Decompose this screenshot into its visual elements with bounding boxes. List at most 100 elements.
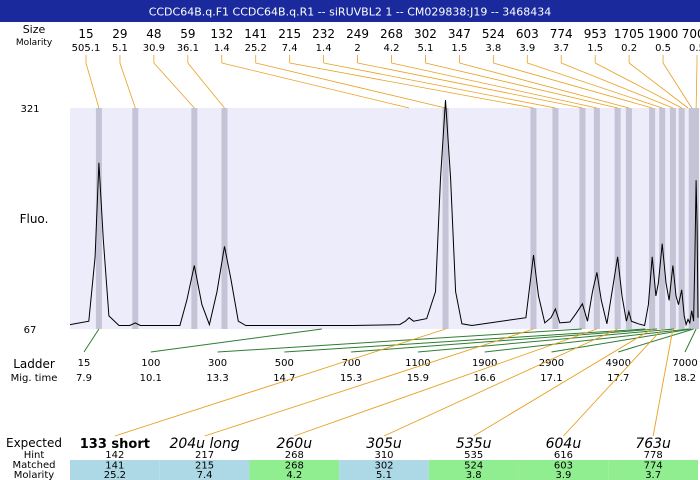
peak-guide-line	[357, 62, 583, 109]
ladder-markers: 15 7.9 100 10.1 300 13.3 500 14.7 700 15.3 1100 15.…	[76, 328, 698, 384]
matched-molarity-value: 4.2	[286, 470, 302, 480]
matched-value: 774	[644, 461, 663, 472]
matched-cell	[518, 460, 609, 480]
matched-cell	[249, 460, 340, 480]
hint-value: 268	[285, 450, 304, 461]
plot-area	[70, 108, 698, 329]
peak-size-label: 347	[448, 27, 471, 41]
peak-molarity-label: 5.1	[112, 43, 128, 54]
matched-value: 268	[285, 461, 304, 472]
matched-value: 302	[374, 461, 393, 472]
peak-band	[221, 108, 228, 329]
matched-value: 141	[105, 461, 124, 472]
peak-molarity-label: 4.2	[384, 43, 400, 54]
peak-guide-line	[187, 62, 225, 109]
peak-molarity-label: 25.2	[245, 43, 267, 54]
ladder-size-label: 100	[141, 358, 160, 369]
peak-size-label: 302	[414, 27, 437, 41]
matched-molarity-value: 5.1	[376, 470, 392, 480]
ladder-tick	[150, 328, 322, 353]
matched-row-label: Matched	[12, 460, 55, 471]
peak-guide-line	[527, 62, 663, 109]
y-axis-label: Fluo.	[20, 212, 49, 226]
peak-molarity-label: 505.1	[72, 43, 101, 54]
molarity-table-label: Molarity	[14, 470, 54, 480]
peak-guide-lines	[85, 55, 698, 109]
peak-guide-line	[628, 62, 689, 109]
peak-size-label: 268	[380, 27, 403, 41]
peak-guide-line	[594, 62, 682, 109]
expected-label: 604u	[546, 436, 582, 452]
peak-guide-line	[119, 62, 136, 109]
expected-guide-line	[652, 328, 674, 437]
peak-bands	[95, 108, 700, 329]
peak-guide-line	[695, 62, 698, 109]
peak-band	[530, 108, 537, 329]
peak-molarity-label: 5.1	[417, 43, 433, 54]
matched-molarity-value: 7.4	[197, 470, 213, 480]
peak-band	[614, 108, 621, 329]
peak-size-label: 249	[346, 27, 369, 41]
ladder-size-label: 700	[342, 358, 361, 369]
peak-guide-line	[289, 62, 534, 109]
ladder-size-label: 4900	[605, 358, 630, 369]
peak-size-label: 953	[584, 27, 607, 41]
peak-band	[442, 108, 449, 329]
matched-cell	[428, 460, 519, 480]
matched-cell	[159, 460, 250, 480]
chart-title: CCDC64B.q.F1 CCDC64B.q.R1 -- siRUVBL2 1 …	[149, 6, 552, 19]
expected-label: 305u	[366, 436, 402, 452]
matched-molarity-value: 3.7	[645, 470, 661, 480]
matched-cell	[608, 460, 698, 480]
hint-value: 535	[464, 450, 483, 461]
ladder-migtime-label: 16.6	[474, 373, 496, 384]
matched-molarity-value: 3.8	[466, 470, 482, 480]
ladder-migtime-label: 7.9	[76, 373, 92, 384]
peak-size-label: 774	[550, 27, 573, 41]
fluorescence-trace	[69, 100, 699, 327]
title-bar	[0, 0, 700, 22]
peak-guide-line	[323, 62, 556, 109]
matched-molarity-value: 25.2	[104, 470, 126, 480]
peak-guide-line	[662, 62, 693, 109]
peak-guide-line	[391, 62, 597, 109]
ladder-size-label: 1900	[472, 358, 497, 369]
ladder-tick	[684, 328, 697, 353]
expected-label: 763u	[635, 436, 671, 452]
y-tick-top: 321	[20, 104, 39, 115]
hint-value: 217	[195, 450, 214, 461]
peak-band	[552, 108, 559, 329]
ladder-size-label: 7000	[672, 358, 697, 369]
matched-value: 215	[195, 461, 214, 472]
ladder-migtime-label: 17.1	[540, 373, 562, 384]
matched-value: 603	[554, 461, 573, 472]
expected-guide-line	[383, 328, 618, 437]
peak-guide-line	[255, 62, 446, 109]
peak-molarity-label: 36.1	[177, 43, 199, 54]
ladder-size-label: 300	[208, 358, 227, 369]
peak-band	[649, 108, 656, 329]
expected-label: 260u	[276, 436, 312, 452]
ladder-migtime-label: 15.9	[407, 373, 429, 384]
ladder-migtime-label: 13.3	[206, 373, 228, 384]
size-row-label: Size	[23, 23, 46, 36]
peak-molarity-label: 1.4	[316, 43, 332, 54]
peak-guide-line	[493, 62, 653, 109]
ladder-migtime-label: 14.7	[273, 373, 295, 384]
peak-size-label: 29	[112, 27, 127, 41]
peak-size-label: 141	[244, 27, 267, 41]
ladder-tick	[484, 328, 689, 353]
peak-molarity-label: 1.4	[214, 43, 230, 54]
peak-molarity-label: 3.8	[485, 43, 501, 54]
ladder-migtime-label: 18.2	[674, 373, 696, 384]
peak-band	[579, 108, 586, 329]
ladder-tick	[351, 328, 658, 353]
peak-band	[659, 108, 666, 329]
peak-molarity-label: 2	[354, 43, 360, 54]
matched-molarity-value: 3.9	[555, 470, 571, 480]
expected-label: 204u long	[169, 436, 239, 452]
ladder-tick	[551, 328, 692, 353]
ladder-tick	[417, 328, 675, 353]
